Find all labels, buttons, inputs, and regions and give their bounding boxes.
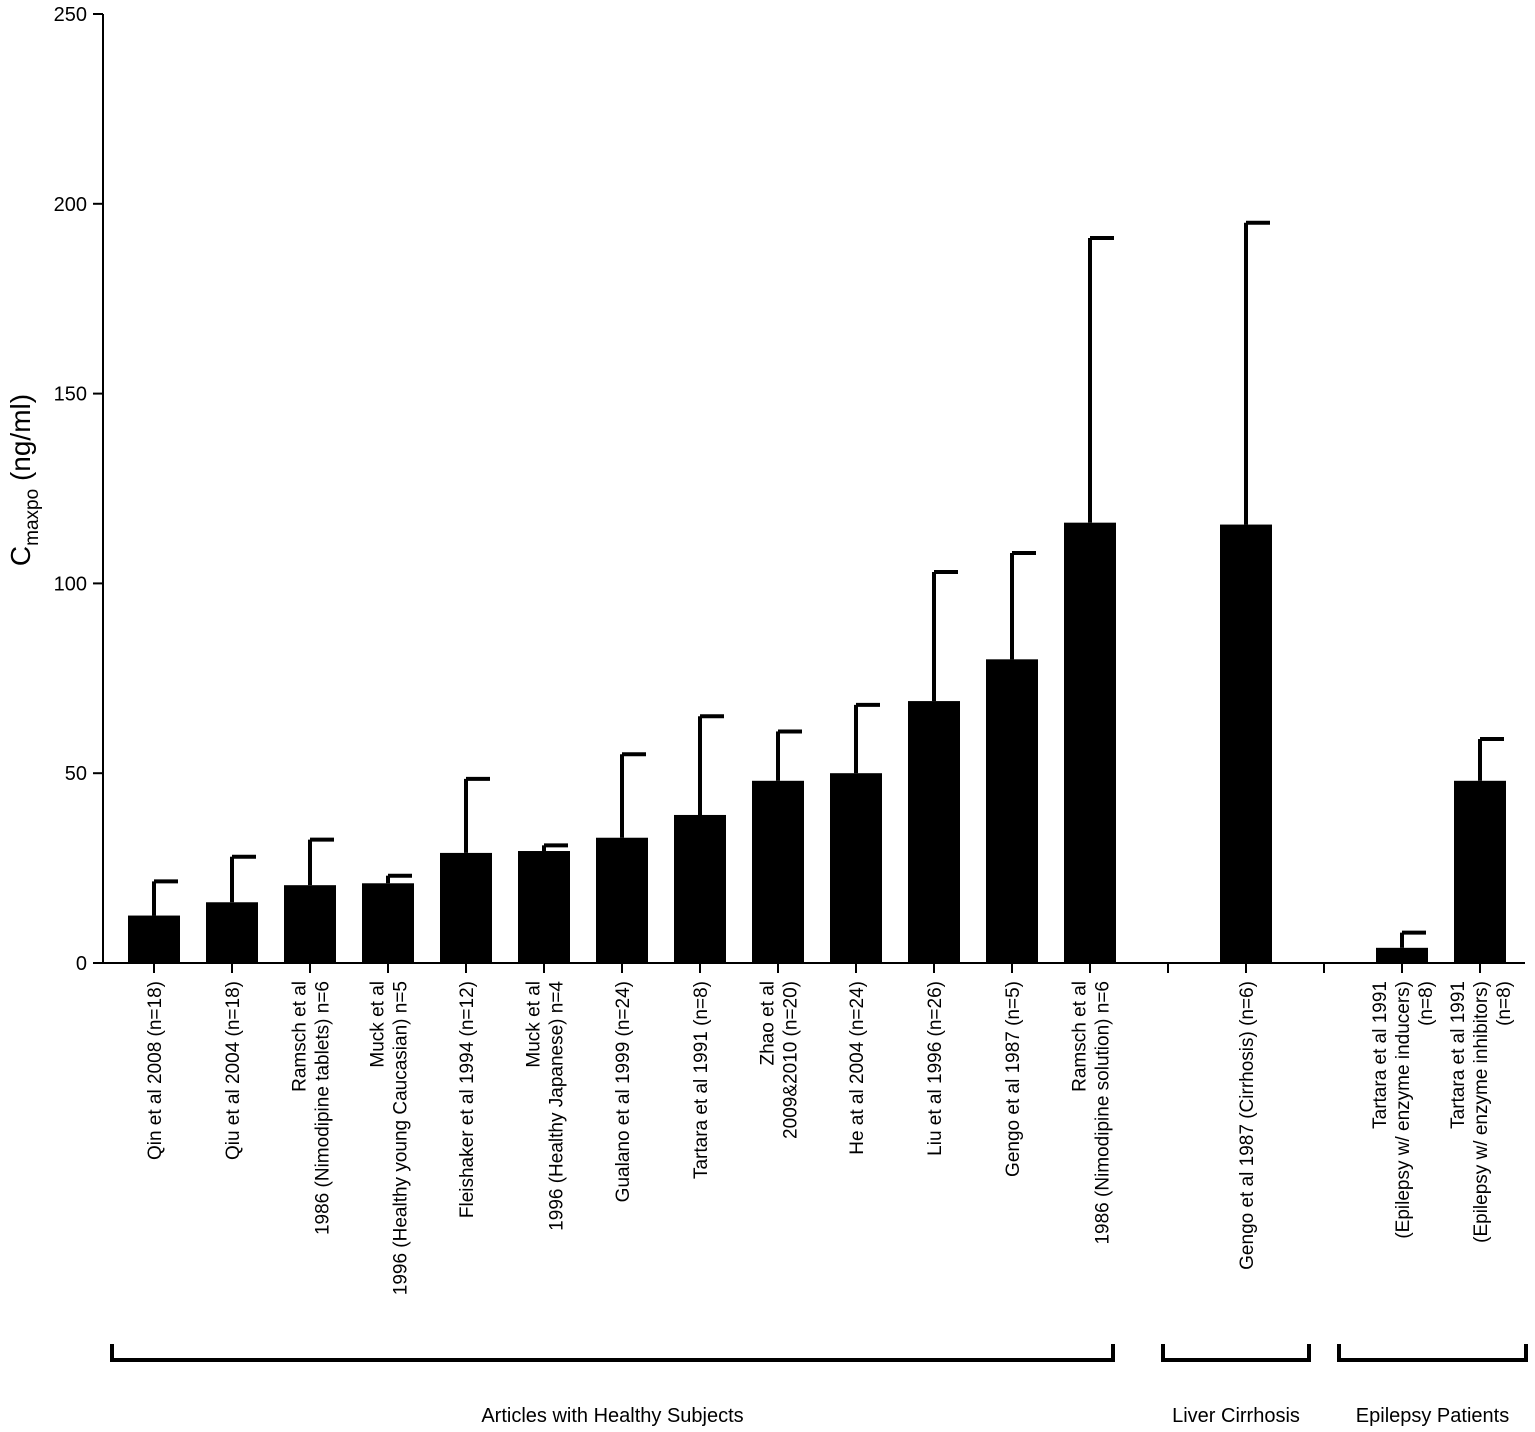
category-label-line: (Epilepsy w/ enzyme inducers) [1393, 981, 1414, 1239]
bars-layer [128, 220, 1506, 963]
group-label: Liver Cirrhosis [1172, 1405, 1300, 1427]
category-label-line: Zhao et al [758, 981, 779, 1066]
axes: 0 50 100 150 200 250 [54, 4, 1525, 975]
bar [908, 701, 960, 963]
category-label: Ramsch et al 1986 (Nimodipine solution) n… [1070, 981, 1114, 1245]
category-label: Gengo et al 1987 (Cirrhosis) (n=6) [1237, 981, 1258, 1270]
category-label-line: 1986 (Nimodipine tablets) n=6 [313, 981, 334, 1235]
group-bracket [1161, 1344, 1311, 1362]
category-label-line: (Epilepsy w/ enzyme inhibitors) [1471, 981, 1492, 1243]
y-tick-label: 0 [76, 953, 87, 975]
category-labels: Qin et al 2008 (n=18) Qiu et al 2004 (n=1… [145, 981, 1515, 1296]
group-bracket [110, 1344, 1115, 1362]
category-label: Qiu et al 2004 (n=18) [223, 981, 244, 1160]
bar [1376, 947, 1428, 963]
category-label: Liu et al 1996 (n=26) [925, 981, 946, 1156]
category-label-line: 2009&2010 (n=20) [781, 981, 802, 1139]
category-label-line: Tartara et al 1991 [1370, 981, 1391, 1129]
group-brackets: Articles with Healthy Subjects Liver Cirr… [110, 1344, 1528, 1427]
bar [206, 902, 258, 963]
bar [830, 773, 882, 963]
bar [986, 659, 1038, 963]
category-label-line: Qiu et al 2004 (n=18) [223, 981, 244, 1160]
category-label: He at al 2004 (n=24) [847, 981, 868, 1155]
category-label-line: 1996 (Healthy Japanese) n=4 [547, 981, 568, 1231]
group-label: Articles with Healthy Subjects [481, 1405, 743, 1427]
category-label-line: Gualano et al 1999 (n=24) [613, 981, 634, 1202]
category-label: Gengo et al 1987 (n=5) [1003, 981, 1024, 1177]
bar [1454, 780, 1506, 963]
category-label: Qin et al 2008 (n=18) [145, 981, 166, 1160]
category-label-line: Ramsch et al [1070, 981, 1091, 1092]
bar [752, 780, 804, 963]
y-tick-label: 100 [54, 573, 87, 595]
category-label-line: (n=8) [1416, 981, 1437, 1026]
group-label: Epilepsy Patients [1356, 1405, 1509, 1427]
y-tick-label: 50 [65, 763, 87, 785]
category-label-line: Ramsch et al [290, 981, 311, 1092]
category-label-line: He at al 2004 (n=24) [847, 981, 868, 1155]
category-label: Ramsch et al 1986 (Nimodipine tablets) n=… [290, 981, 334, 1235]
y-axis-label-main: C [5, 546, 36, 566]
category-label-line: Tartara et al 1991 (n=8) [691, 981, 712, 1179]
category-label-line: Fleishaker et al 1994 (n=12) [457, 981, 478, 1218]
category-label-line: 1986 (Nimodipine solution) n=6 [1093, 981, 1114, 1245]
category-label-line: Gengo et al 1987 (Cirrhosis) (n=6) [1237, 981, 1258, 1270]
y-tick-label: 150 [54, 384, 87, 406]
y-tick-label: 200 [54, 194, 87, 216]
category-label-line: Gengo et al 1987 (n=5) [1003, 981, 1024, 1177]
category-label-line: (n=8) [1494, 981, 1515, 1026]
y-axis-label: Cmaxpo (ng/ml) [5, 394, 43, 566]
category-label-line: Qin et al 2008 (n=18) [145, 981, 166, 1160]
category-label-line: 1996 (Healthy young Caucasian) n=5 [391, 981, 412, 1295]
category-label: Tartara et al 1991 (Epilepsy w/ enzyme in… [1370, 981, 1437, 1239]
bar [674, 814, 726, 963]
bar [1064, 522, 1116, 963]
y-axis-label-unit: (ng/ml) [5, 394, 36, 489]
category-label: Fleishaker et al 1994 (n=12) [457, 981, 478, 1218]
category-label: Tartara et al 1991 (n=8) [691, 981, 712, 1179]
category-label-line: Muck et al [524, 981, 545, 1068]
y-tick-label: 250 [54, 4, 87, 26]
bar [1220, 524, 1272, 963]
bar [284, 885, 336, 963]
category-label: Tartara et al 1991 (Epilepsy w/ enzyme in… [1448, 981, 1515, 1243]
category-label: Muck et al 1996 (Healthy Japanese) n=4 [524, 981, 568, 1231]
category-label: Muck et al 1996 (Healthy young Caucasian)… [368, 981, 412, 1295]
bar [518, 851, 570, 963]
category-label: Zhao et al 2009&2010 (n=20) [758, 981, 802, 1139]
category-label-line: Tartara et al 1991 [1448, 981, 1469, 1129]
bar [596, 837, 648, 963]
category-label-line: Liu et al 1996 (n=26) [925, 981, 946, 1156]
y-axis-label-sub: maxpo [22, 489, 43, 546]
category-label-line: Muck et al [368, 981, 389, 1068]
group-bracket [1337, 1344, 1528, 1362]
bar [128, 915, 180, 963]
category-label: Gualano et al 1999 (n=24) [613, 981, 634, 1202]
bar [440, 852, 492, 963]
bar [362, 883, 414, 963]
